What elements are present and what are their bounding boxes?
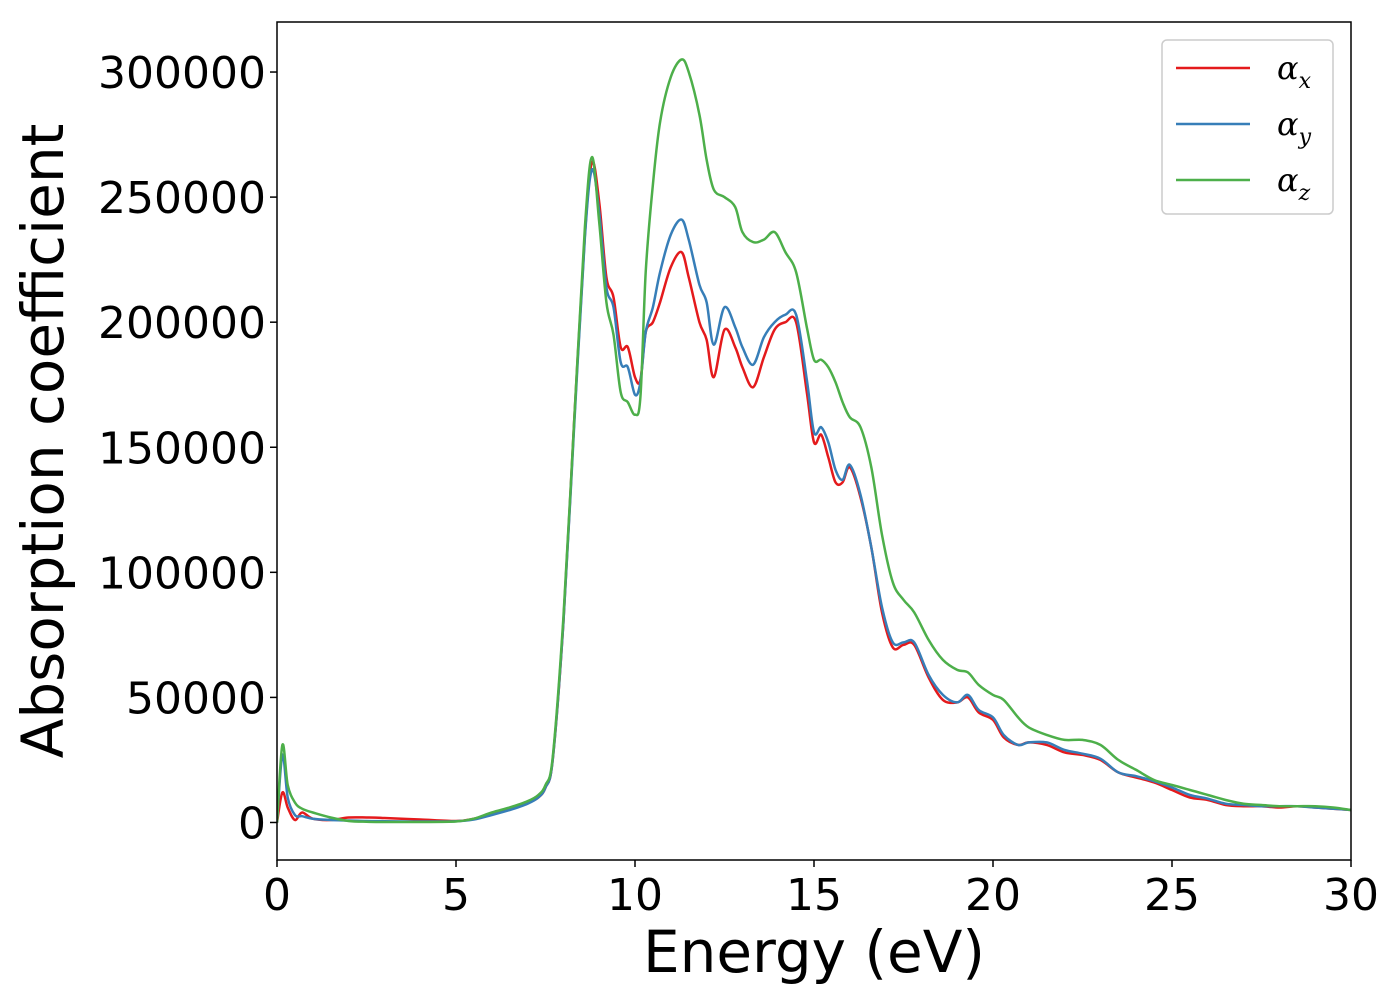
x-axis-ticks: 0 5 10 15 20 25 30 [263,860,1379,921]
x-tick-label: 0 [263,870,291,921]
y-tick-label: 50000 [126,673,266,724]
legend-label: αz [1277,161,1311,206]
y-tick-label: 250000 [98,173,266,224]
y-tick-label: 100000 [98,548,266,599]
x-tick-label: 25 [1144,870,1200,921]
legend-box [1161,39,1334,215]
x-tick-label: 5 [442,870,470,921]
series-line-alpha-z [277,58,1351,824]
x-tick-label: 15 [786,870,842,921]
series-line-alpha-y [277,168,1351,823]
y-tick-label: 300000 [98,48,266,99]
y-axis-ticks: 0 50000 100000 150000 200000 250000 300000 [98,48,277,849]
y-tick-label: 0 [238,798,266,849]
x-tick-label: 30 [1323,870,1379,921]
x-tick-label: 10 [607,870,663,921]
y-axis-title: Absorption coefficient [9,124,77,759]
y-tick-label: 200000 [98,298,266,349]
x-axis-title: Energy (eV) [643,918,985,986]
series-line-alpha-x [277,160,1351,823]
y-tick-label: 150000 [98,423,266,474]
plot-lines [277,58,1351,824]
x-tick-label: 20 [965,870,1021,921]
